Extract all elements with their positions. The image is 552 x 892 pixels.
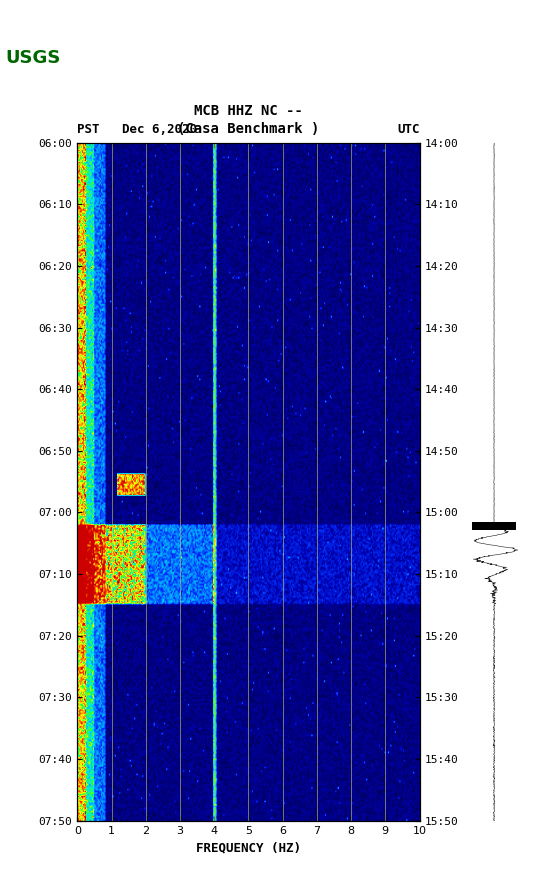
FancyBboxPatch shape (471, 523, 517, 531)
Text: (Casa Benchmark ): (Casa Benchmark ) (177, 121, 320, 136)
Text: USGS: USGS (6, 49, 61, 67)
Text: PST   Dec 6,2020: PST Dec 6,2020 (77, 122, 197, 136)
Text: MCB HHZ NC --: MCB HHZ NC -- (194, 103, 303, 118)
Text: UTC: UTC (397, 122, 420, 136)
X-axis label: FREQUENCY (HZ): FREQUENCY (HZ) (196, 841, 301, 854)
